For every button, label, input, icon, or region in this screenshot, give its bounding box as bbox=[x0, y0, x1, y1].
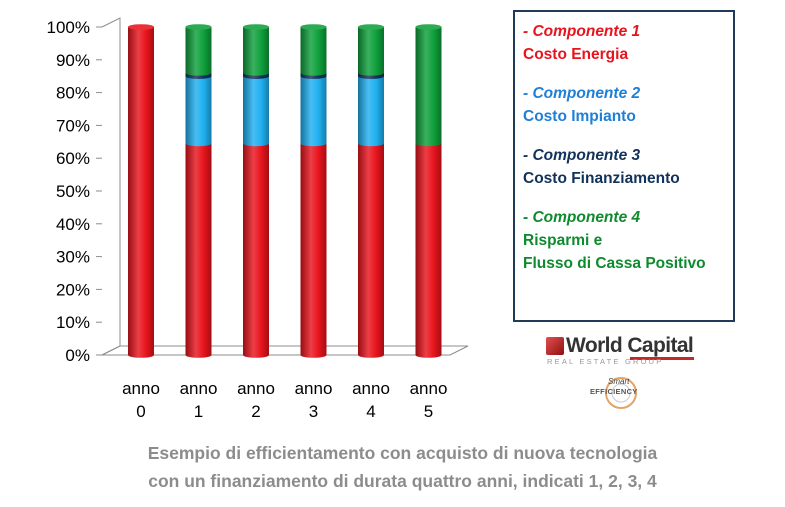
x-tick-label: anno bbox=[237, 379, 275, 398]
legend-desc-flusso-di-cassa: Flusso di Cassa Positivo bbox=[523, 255, 706, 272]
smart-efficiency-logo-icon bbox=[605, 377, 637, 409]
bar-segment-impianto bbox=[358, 76, 384, 147]
world-capital-logo: World Capital REAL ESTATE GROUP bbox=[546, 334, 706, 371]
bar-segment-risparmi bbox=[358, 27, 384, 76]
stacked-bar-chart: 0% 10% 20% 30% 40% 50% 60% 70% 80% 90% 100% anno 0 an… bbox=[47, 17, 469, 421]
bar-segment-energia bbox=[185, 143, 212, 358]
y-tick-label: 20% bbox=[56, 280, 90, 299]
x-tick-label: anno bbox=[410, 379, 448, 398]
x-tick-label: anno bbox=[180, 379, 218, 398]
bar-segment-impianto bbox=[185, 76, 212, 147]
x-tick-label: anno bbox=[122, 379, 160, 398]
x-tick-label: 1 bbox=[194, 402, 203, 421]
legend-label-componente-3: - Componente 3 bbox=[523, 147, 641, 164]
smart-efficiency-logo-line2: EFFICIENCY bbox=[590, 387, 638, 396]
y-tick-label: 100% bbox=[47, 18, 90, 37]
bar-segment-impianto bbox=[300, 76, 327, 147]
y-tick-label: 50% bbox=[56, 182, 90, 201]
x-tick-label: 0 bbox=[136, 402, 145, 421]
caption-line-2: con un finanziamento di durata quattro a… bbox=[148, 471, 657, 491]
world-capital-logo-icon bbox=[546, 337, 564, 355]
y-tick-label: 80% bbox=[56, 84, 90, 103]
smart-efficiency-logo: Smart EFFICIENCY bbox=[581, 373, 661, 413]
x-tick-label: 5 bbox=[424, 402, 433, 421]
x-tick-label: 4 bbox=[366, 402, 375, 421]
bar-cap-risparmi bbox=[358, 24, 384, 30]
legend-desc-costo-energia: Costo Energia bbox=[523, 46, 629, 63]
bar-segment-risparmi bbox=[185, 27, 212, 76]
legend-label-componente-4: - Componente 4 bbox=[523, 209, 641, 226]
bar-segment-energia bbox=[128, 27, 154, 358]
axis-wall bbox=[101, 17, 121, 356]
bar-segment-energia bbox=[358, 143, 384, 358]
world-capital-logo-bar bbox=[630, 357, 694, 360]
axis-floor bbox=[101, 345, 469, 356]
legend: - Componente 1 Costo Energia - Component… bbox=[513, 10, 735, 322]
bar-cap-risparmi bbox=[185, 24, 212, 30]
legend-label-componente-2: - Componente 2 bbox=[523, 85, 641, 102]
legend-desc-risparmi: Risparmi e bbox=[523, 232, 603, 249]
y-tick-label: 10% bbox=[56, 313, 90, 332]
smart-efficiency-logo-line1: Smart bbox=[608, 377, 630, 386]
bar-segment-risparmi bbox=[243, 27, 269, 76]
y-tick-label: 90% bbox=[56, 51, 90, 70]
y-tick-label: 60% bbox=[56, 149, 90, 168]
x-tick-label: anno bbox=[352, 379, 390, 398]
legend-item-componente-4: - Componente 4 Risparmi e Flusso di Cass… bbox=[523, 206, 733, 275]
bar-segment-impianto bbox=[243, 76, 269, 147]
bar-cap-risparmi bbox=[243, 24, 269, 30]
legend-item-componente-2: - Componente 2 Costo Impianto bbox=[523, 82, 733, 128]
bar-segment-risparmi bbox=[415, 27, 442, 147]
legend-desc-costo-finanziamento: Costo Finanziamento bbox=[523, 170, 680, 187]
legend-label-componente-1: - Componente 1 bbox=[523, 23, 641, 40]
x-tick-label: 3 bbox=[309, 402, 318, 421]
y-tick-label: 70% bbox=[56, 116, 90, 135]
y-tick-label: 40% bbox=[56, 215, 90, 234]
legend-desc-costo-impianto: Costo Impianto bbox=[523, 108, 636, 125]
bar-segment-energia bbox=[300, 143, 327, 358]
bar-segment-energia bbox=[243, 143, 269, 358]
bar-cap-risparmi bbox=[415, 24, 442, 30]
x-tick-label: anno bbox=[295, 379, 333, 398]
caption-line-1: Esempio di efficientamento con acquisto … bbox=[147, 443, 658, 463]
x-tick-label: 2 bbox=[251, 402, 260, 421]
bar-cap-risparmi bbox=[300, 24, 327, 30]
y-tick-label: 30% bbox=[56, 248, 90, 267]
world-capital-logo-sub: REAL ESTATE GROUP bbox=[547, 357, 664, 366]
legend-item-componente-3: - Componente 3 Costo Finanziamento bbox=[523, 144, 733, 190]
bar-cap-energia bbox=[128, 24, 154, 30]
world-capital-logo-name: World Capital bbox=[566, 334, 694, 357]
bar-segment-energia bbox=[415, 143, 442, 358]
bar-segment-risparmi bbox=[300, 27, 327, 76]
legend-item-componente-1: - Componente 1 Costo Energia bbox=[523, 20, 733, 66]
y-tick-label: 0% bbox=[65, 346, 90, 365]
